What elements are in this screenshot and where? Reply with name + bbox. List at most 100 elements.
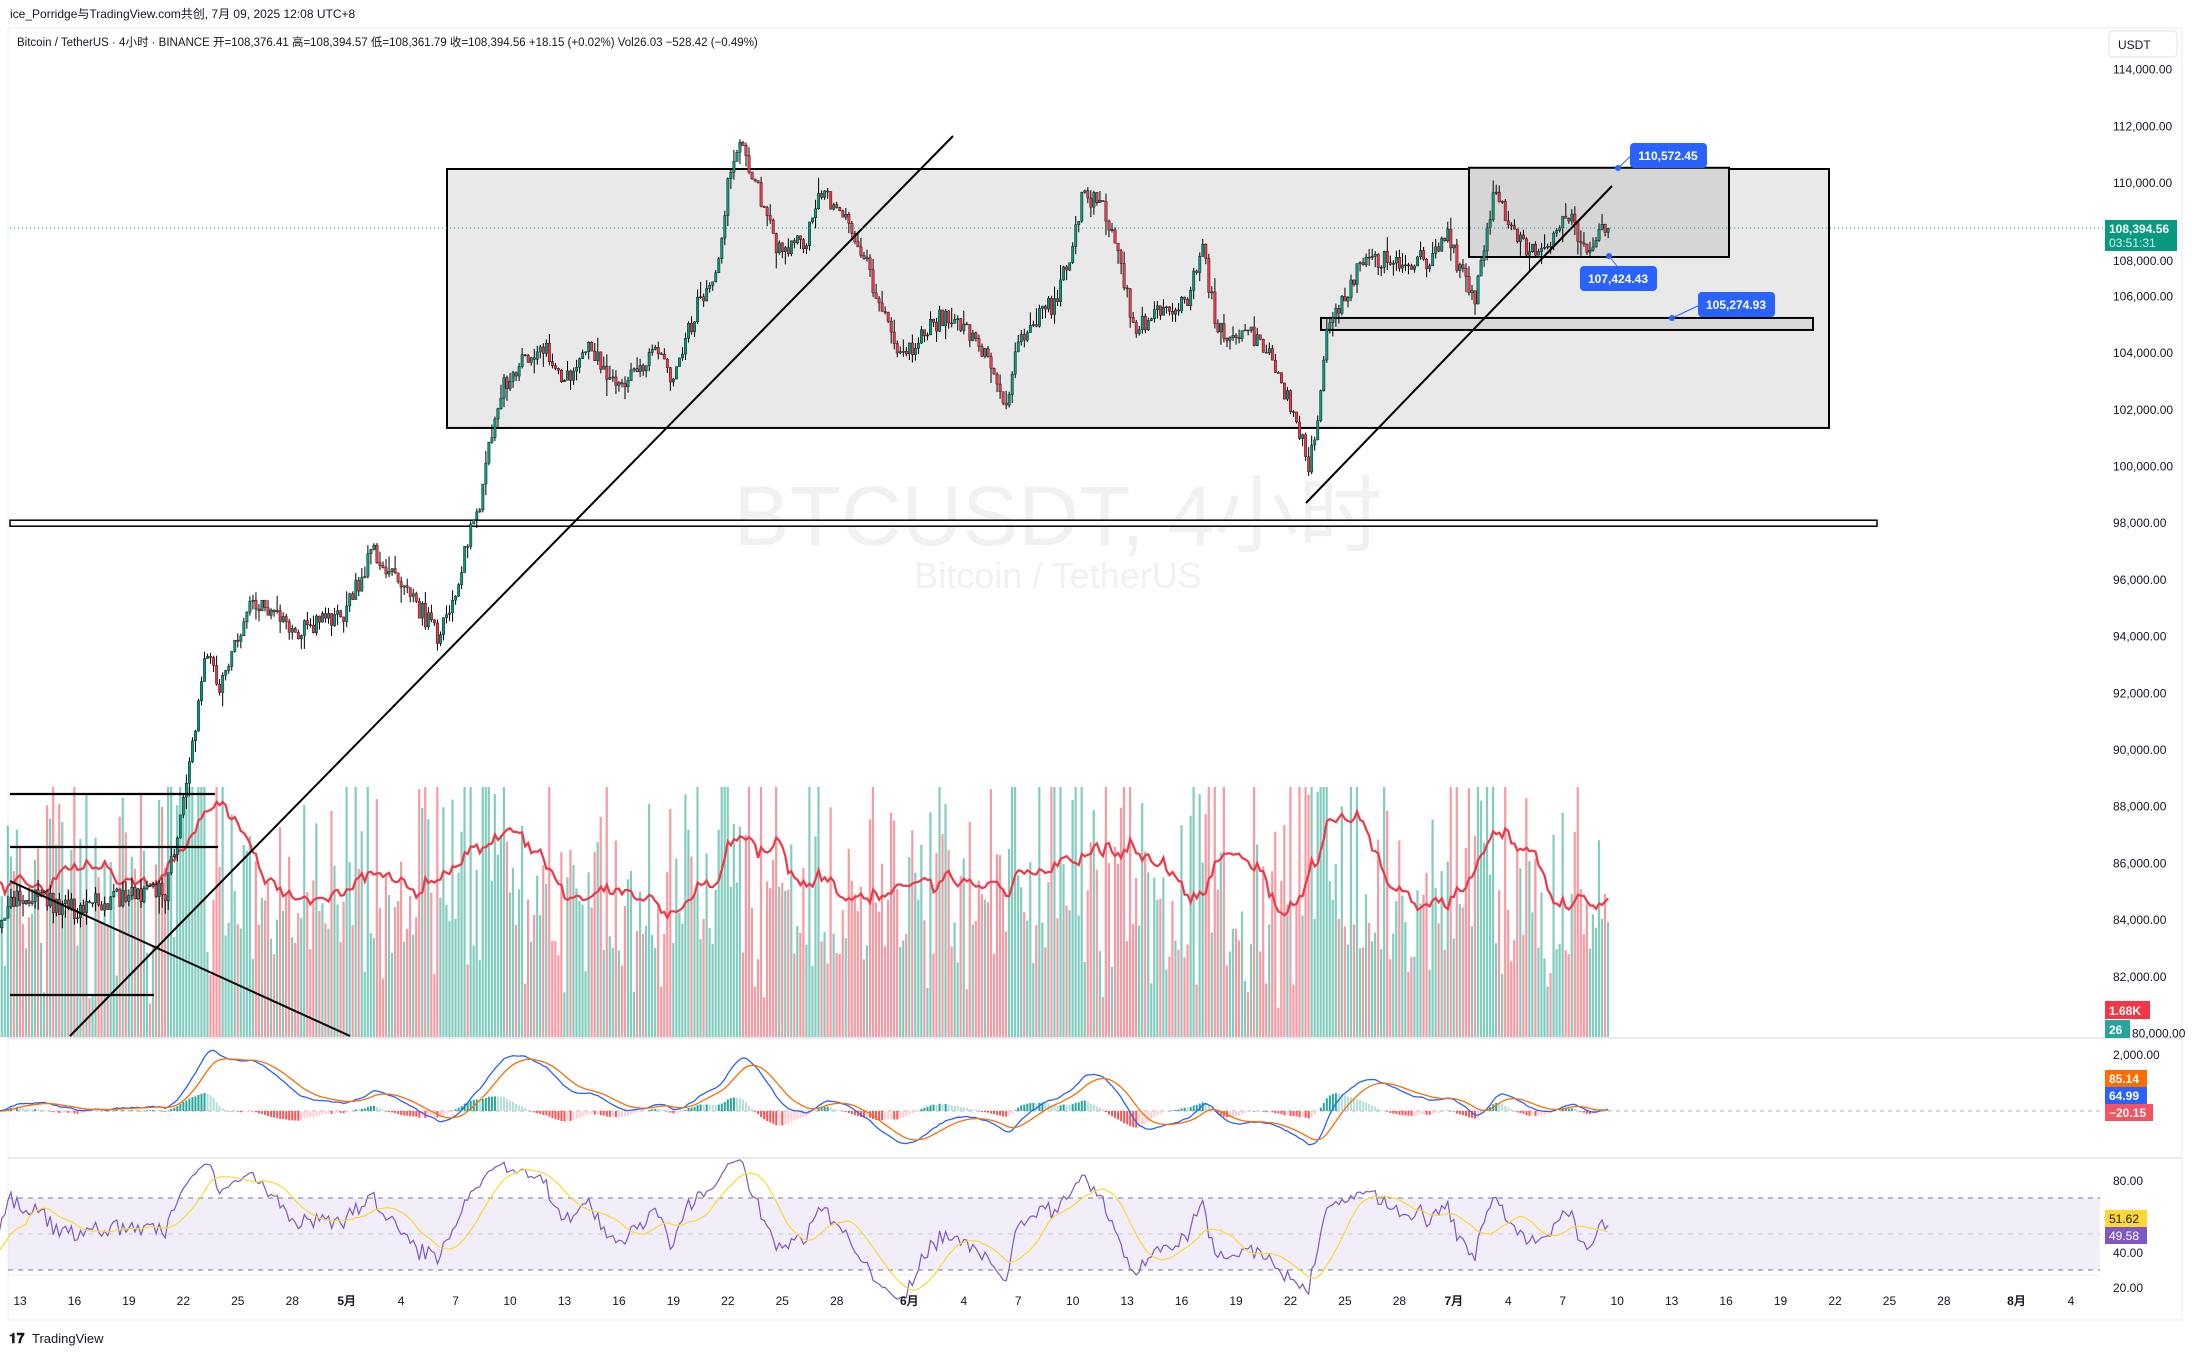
candle-body	[137, 889, 139, 899]
macd-histogram-bar	[1005, 1111, 1007, 1117]
macd-histogram-bar	[406, 1111, 408, 1116]
candle-body	[1023, 334, 1025, 340]
macd-histogram-bar	[1081, 1101, 1083, 1111]
rsi-axis-20: 20.00	[2113, 1281, 2143, 1295]
macd-histogram-bar	[397, 1111, 399, 1114]
macd-histogram-bar	[675, 1111, 677, 1113]
candle-body	[1546, 246, 1548, 247]
macd-histogram-bar	[388, 1111, 390, 1112]
candle-body	[273, 610, 275, 612]
volume-bar	[1525, 798, 1527, 1037]
credit-text: ice_Porridge与TradingView.com共创, 7月 09, 2…	[10, 7, 356, 21]
candle-body	[155, 885, 157, 897]
macd-histogram-bar	[1277, 1111, 1279, 1114]
volume-bar	[769, 888, 771, 1037]
macd-histogram-bar	[155, 1111, 157, 1112]
candle-body	[1504, 201, 1506, 221]
volume-bar	[805, 945, 807, 1037]
candle-body	[479, 510, 481, 512]
candle-body	[146, 885, 148, 888]
candle-body	[736, 152, 738, 161]
candle-body	[1335, 308, 1337, 318]
candle-body	[969, 325, 971, 341]
macd-histogram-bar	[1178, 1110, 1180, 1111]
macd-histogram-bar	[1172, 1110, 1174, 1111]
candle-body	[1259, 335, 1261, 340]
macd-histogram-bar	[957, 1106, 959, 1111]
candle-body	[845, 214, 847, 217]
volume-bar	[709, 928, 711, 1037]
volume-bar	[288, 857, 290, 1037]
candle-body	[1189, 290, 1191, 305]
macd-histogram-bar	[1259, 1111, 1261, 1112]
macd-histogram-bar	[1417, 1111, 1419, 1115]
volume-bar	[654, 948, 656, 1037]
macd-histogram-bar	[346, 1111, 348, 1112]
time-axis-label: 22	[177, 1294, 191, 1308]
currency-button[interactable]: USDT	[2109, 31, 2177, 57]
candle-body	[1298, 422, 1300, 439]
candle-body	[618, 383, 620, 386]
candle-body	[687, 323, 689, 338]
macd-histogram-bar	[993, 1111, 995, 1114]
volume-bar	[575, 889, 577, 1037]
volume-bar	[1571, 894, 1573, 1037]
candle-body	[757, 181, 759, 183]
candle-body	[775, 234, 777, 253]
macd-histogram-bar	[645, 1111, 647, 1112]
candle-body	[869, 258, 871, 270]
volume-bar	[200, 787, 202, 1037]
candle-body	[639, 366, 641, 372]
volume-bar	[975, 921, 977, 1037]
volume-bar	[1099, 951, 1101, 1037]
macd-histogram-bar	[1423, 1111, 1425, 1114]
candle-body	[1510, 225, 1512, 226]
volume-bar	[1301, 915, 1303, 1037]
volume-bar	[1556, 949, 1558, 1037]
volume-bar	[104, 863, 106, 1037]
candle-body	[418, 601, 420, 618]
volume-bar	[866, 945, 868, 1037]
price-axis[interactable]: 114,000.00112,000.00110,000.00108,000.00…	[2113, 63, 2186, 1041]
volume-bar	[355, 787, 357, 1037]
volume-bar	[1329, 881, 1331, 1037]
macd-histogram-bar	[173, 1108, 175, 1111]
macd-histogram-bar	[1026, 1104, 1028, 1111]
candle-body	[1438, 247, 1440, 251]
macd-histogram-bar	[1356, 1099, 1358, 1111]
volume-bar	[1135, 878, 1137, 1037]
candle-body	[811, 218, 813, 222]
volume-bar	[890, 813, 892, 1037]
macd-histogram-bar	[533, 1111, 535, 1113]
candle-body	[164, 895, 166, 901]
macd-histogram-bar	[709, 1105, 711, 1111]
macd-histogram-bar	[630, 1111, 632, 1114]
tradingview-logo[interactable]: 𝟏𝟕 TradingView	[9, 1330, 104, 1346]
macd-histogram-bar	[996, 1111, 998, 1115]
support-zone-box	[1321, 318, 1813, 330]
volume-bar	[427, 819, 429, 1037]
candle-body	[1168, 307, 1170, 311]
candle-body	[454, 596, 456, 600]
price-axis-label: 86,000.00	[2113, 856, 2167, 870]
volume-bar	[999, 855, 1001, 1037]
macd-histogram-bar	[1286, 1111, 1288, 1115]
volume-bar	[660, 987, 662, 1037]
candle-body	[140, 889, 142, 902]
volume-bar	[1005, 932, 1007, 1037]
candle-body	[318, 616, 320, 622]
candle-body	[1262, 339, 1264, 352]
candle-body	[228, 666, 230, 670]
candle-body	[932, 319, 934, 322]
volume-bar	[107, 924, 109, 1037]
macd-histogram-bar	[627, 1111, 629, 1116]
candle-body	[645, 366, 647, 371]
volume-bar	[1447, 862, 1449, 1037]
macd-histogram-bar	[95, 1111, 97, 1112]
volume-bar	[1404, 922, 1406, 1037]
volume-bar	[442, 807, 444, 1037]
candle-body	[1428, 266, 1430, 269]
volume-bar	[1462, 907, 1464, 1037]
